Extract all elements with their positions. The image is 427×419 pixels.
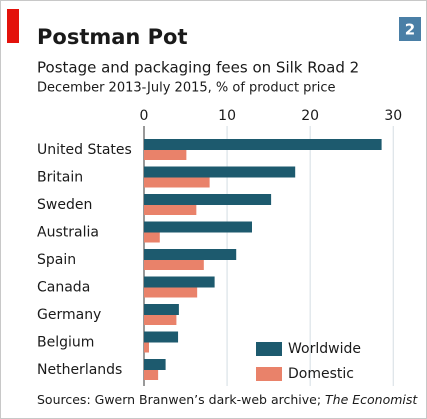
chart-title: Postman Pot — [37, 25, 188, 49]
category-label: Germany — [37, 307, 101, 323]
category-label: United States — [37, 142, 132, 158]
category-label: Britain — [37, 170, 83, 186]
x-tick-label: 0 — [140, 108, 149, 124]
bar — [144, 359, 166, 370]
subtitle: December 2013-July 2015, % of product pr… — [37, 81, 336, 96]
category-label: Sweden — [37, 197, 92, 213]
source-text: Sources: Gwern Branwen’s dark-web archiv… — [37, 392, 325, 407]
subtitle: Postage and packaging fees on Silk Road … — [37, 59, 359, 77]
category-label: Australia — [37, 225, 99, 241]
bar — [144, 331, 179, 343]
bar — [144, 249, 237, 260]
bar — [144, 315, 177, 325]
legend-swatch — [256, 367, 282, 381]
badge-box — [399, 17, 421, 41]
x-tick-label: 30 — [384, 108, 402, 124]
bar — [144, 139, 382, 150]
bar — [144, 221, 252, 233]
legend-label: Domestic — [288, 366, 354, 382]
bar — [144, 304, 179, 315]
legend-label: Worldwide — [288, 341, 361, 357]
bar — [144, 370, 159, 380]
bar — [144, 342, 149, 353]
bar — [144, 150, 187, 160]
source: Sources: Gwern Branwen’s dark-web archiv… — [37, 392, 418, 407]
x-tick-label: 20 — [301, 108, 319, 124]
category-label: Spain — [37, 252, 76, 268]
bar — [144, 232, 160, 243]
bar — [144, 205, 197, 215]
bar — [144, 276, 215, 288]
x-tick-label: 10 — [218, 108, 236, 124]
category-label: Canada — [37, 280, 90, 296]
bar — [144, 166, 296, 178]
bar — [144, 177, 210, 188]
source-italic: The Economist — [325, 392, 418, 407]
bar — [144, 260, 204, 270]
category-label: Netherlands — [37, 362, 122, 378]
category-label: Belgium — [37, 335, 94, 351]
bar — [144, 287, 198, 298]
badge: 2 — [405, 21, 415, 39]
legend-swatch — [256, 342, 282, 356]
red-tag — [7, 9, 19, 43]
bar — [144, 194, 272, 205]
